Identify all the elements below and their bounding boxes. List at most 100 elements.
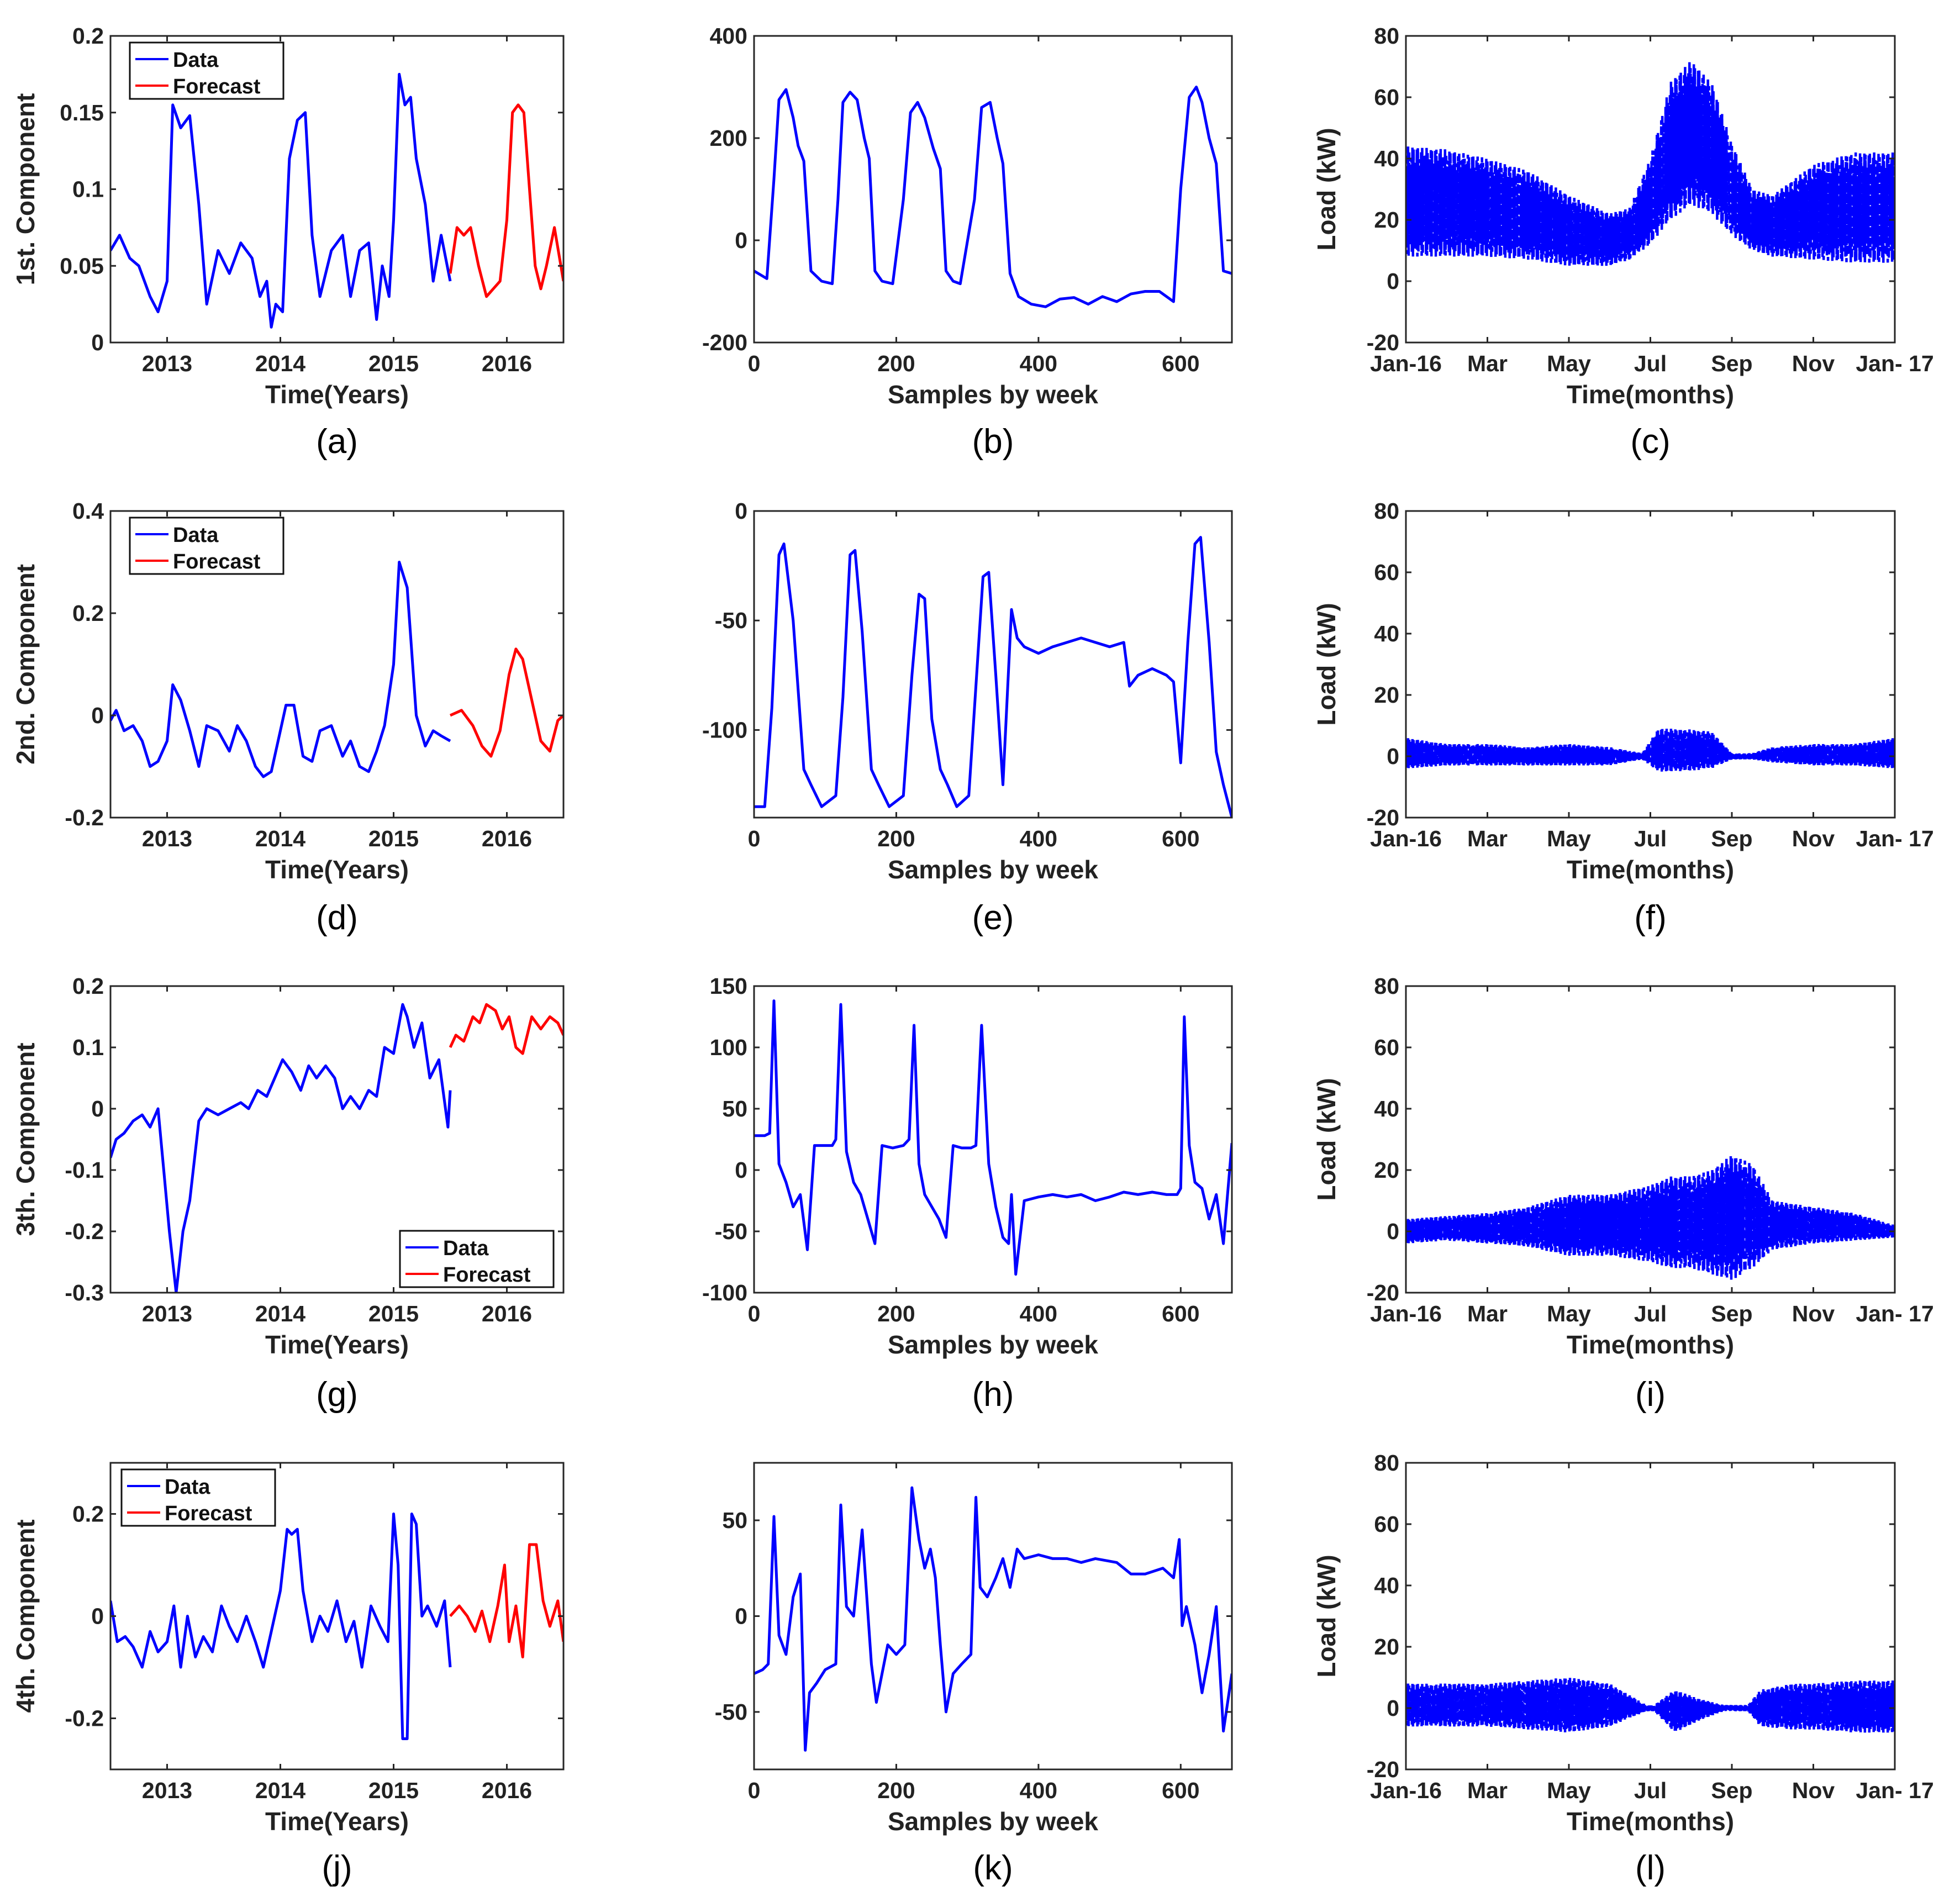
y-tick-label: 0.1 bbox=[72, 177, 104, 202]
x-axis-label: Samples by week bbox=[888, 1330, 1098, 1359]
y-tick-label: -20 bbox=[1367, 805, 1399, 830]
x-tick-label: Mar bbox=[1467, 1778, 1508, 1803]
x-tick-label: Sep bbox=[1711, 826, 1752, 851]
panel-label: (f) bbox=[1634, 899, 1667, 937]
legend-box bbox=[129, 41, 284, 100]
x-tick-label: Mar bbox=[1467, 826, 1508, 851]
data-series-line bbox=[110, 561, 451, 778]
y-axis-label: Load (kW) bbox=[1312, 1078, 1341, 1200]
forecast-series-line bbox=[449, 647, 563, 758]
data-series-line bbox=[1406, 729, 1895, 772]
data-series-line bbox=[1406, 1156, 1895, 1280]
x-tick-label: 600 bbox=[1162, 826, 1199, 851]
x-tick-label: 2015 bbox=[368, 1778, 419, 1803]
y-axis-label: Load (kW) bbox=[1312, 128, 1341, 250]
x-tick-label: May bbox=[1547, 351, 1591, 376]
y-tick-label: 0 bbox=[735, 498, 747, 524]
panel-label: (k) bbox=[973, 1849, 1013, 1887]
y-tick-label: 0 bbox=[1387, 268, 1399, 294]
x-tick-label: Sep bbox=[1711, 1301, 1752, 1326]
y-axis-label: Load (kW) bbox=[1312, 603, 1341, 725]
y-tick-label: -100 bbox=[702, 717, 747, 742]
plot-area bbox=[1406, 511, 1895, 818]
y-tick-label: -20 bbox=[1367, 1757, 1399, 1782]
x-tick-label: Nov bbox=[1792, 1778, 1835, 1803]
x-tick-label: 2014 bbox=[255, 826, 305, 851]
y-tick-label: -100 bbox=[702, 1280, 747, 1305]
y-axis-label: 1st. Component bbox=[11, 93, 40, 286]
legend: Data Forecast bbox=[120, 1468, 276, 1527]
x-tick-label: Jan- 17 bbox=[1856, 826, 1933, 851]
legend-label-data: Data bbox=[173, 524, 219, 547]
x-tick-label: 200 bbox=[877, 826, 915, 851]
panel-label: (g) bbox=[316, 1376, 358, 1414]
y-tick-label: 0 bbox=[735, 1604, 747, 1629]
legend: Data Forecast bbox=[129, 517, 284, 575]
x-tick-label: May bbox=[1547, 1301, 1591, 1326]
x-tick-label: 2016 bbox=[482, 826, 532, 851]
y-tick-label: 0.2 bbox=[72, 23, 104, 49]
data-series-line bbox=[1406, 1678, 1895, 1733]
y-axis-label: Load (kW) bbox=[1312, 1555, 1341, 1677]
x-axis-label: Time(Years) bbox=[265, 1807, 409, 1836]
y-tick-label: 0.1 bbox=[72, 1035, 104, 1060]
x-tick-label: 0 bbox=[748, 1778, 761, 1803]
x-tick-label: 2014 bbox=[255, 1301, 305, 1326]
y-tick-label: 0 bbox=[91, 1604, 104, 1629]
panel-h: 0 200 400 600 -100 -50 0 50 100 150 Samples by wee… bbox=[702, 973, 1233, 1414]
panel-label: (j) bbox=[322, 1849, 352, 1887]
y-tick-label: 0 bbox=[735, 228, 747, 253]
y-axis-label: 4th. Component bbox=[11, 1519, 40, 1713]
y-tick-label: -0.2 bbox=[65, 805, 104, 830]
plot-area bbox=[754, 511, 1232, 818]
y-tick-label: 80 bbox=[1374, 1450, 1399, 1476]
axes-box bbox=[109, 510, 565, 819]
y-tick-label: 60 bbox=[1374, 1511, 1399, 1537]
y-tick-label: 0 bbox=[91, 1096, 104, 1121]
x-tick-label: Nov bbox=[1792, 351, 1835, 376]
panel-label: (e) bbox=[972, 899, 1014, 937]
legend-box bbox=[399, 1230, 555, 1288]
x-axis-label: Time(Years) bbox=[265, 855, 409, 884]
plot-area bbox=[754, 1463, 1232, 1769]
x-tick-label: Jul bbox=[1634, 1301, 1667, 1326]
axes-box bbox=[753, 510, 1233, 819]
x-tick-label: 0 bbox=[748, 351, 761, 376]
legend-label-data: Data bbox=[165, 1476, 210, 1499]
x-tick-label: Jan- 17 bbox=[1856, 351, 1933, 376]
x-tick-label: 2013 bbox=[142, 351, 192, 376]
x-tick-label: Jan-16 bbox=[1370, 1778, 1442, 1803]
y-tick-label: 50 bbox=[722, 1096, 747, 1121]
y-tick-label: 20 bbox=[1374, 207, 1399, 233]
data-series-line bbox=[754, 86, 1232, 308]
x-tick-label: Jan- 17 bbox=[1856, 1778, 1933, 1803]
y-tick-label: 0 bbox=[91, 703, 104, 728]
forecast-series-line bbox=[449, 1003, 563, 1055]
forecast-series-line bbox=[449, 103, 563, 298]
x-axis-label: Samples by week bbox=[888, 1807, 1098, 1836]
y-tick-label: 0.05 bbox=[60, 253, 104, 278]
plot-area bbox=[754, 36, 1232, 343]
data-series-line bbox=[110, 72, 452, 329]
y-tick-label: 40 bbox=[1374, 1573, 1399, 1598]
y-tick-label: 0 bbox=[1387, 1695, 1399, 1721]
legend-label-forecast: Forecast bbox=[165, 1502, 252, 1525]
x-tick-label: 2013 bbox=[142, 1301, 192, 1326]
y-tick-label: 400 bbox=[710, 23, 747, 49]
forecast-series-line bbox=[449, 1543, 563, 1658]
x-axis-label: Samples by week bbox=[888, 380, 1098, 409]
x-axis-label: Time(Years) bbox=[265, 1330, 409, 1359]
y-tick-label: -0.2 bbox=[65, 1706, 104, 1731]
data-series-line bbox=[110, 1513, 452, 1740]
panel-label: (c) bbox=[1630, 423, 1670, 461]
x-tick-label: 0 bbox=[748, 826, 761, 851]
x-tick-label: Mar bbox=[1467, 1301, 1508, 1326]
y-tick-label: 0 bbox=[91, 330, 104, 355]
x-axis-label: Time(months) bbox=[1567, 855, 1734, 884]
x-tick-label: 200 bbox=[877, 1301, 915, 1326]
x-axis-label: Samples by week bbox=[888, 855, 1098, 884]
y-tick-label: 0 bbox=[1387, 1219, 1399, 1244]
y-tick-label: 40 bbox=[1374, 1096, 1399, 1121]
y-tick-label: -50 bbox=[715, 1219, 747, 1244]
